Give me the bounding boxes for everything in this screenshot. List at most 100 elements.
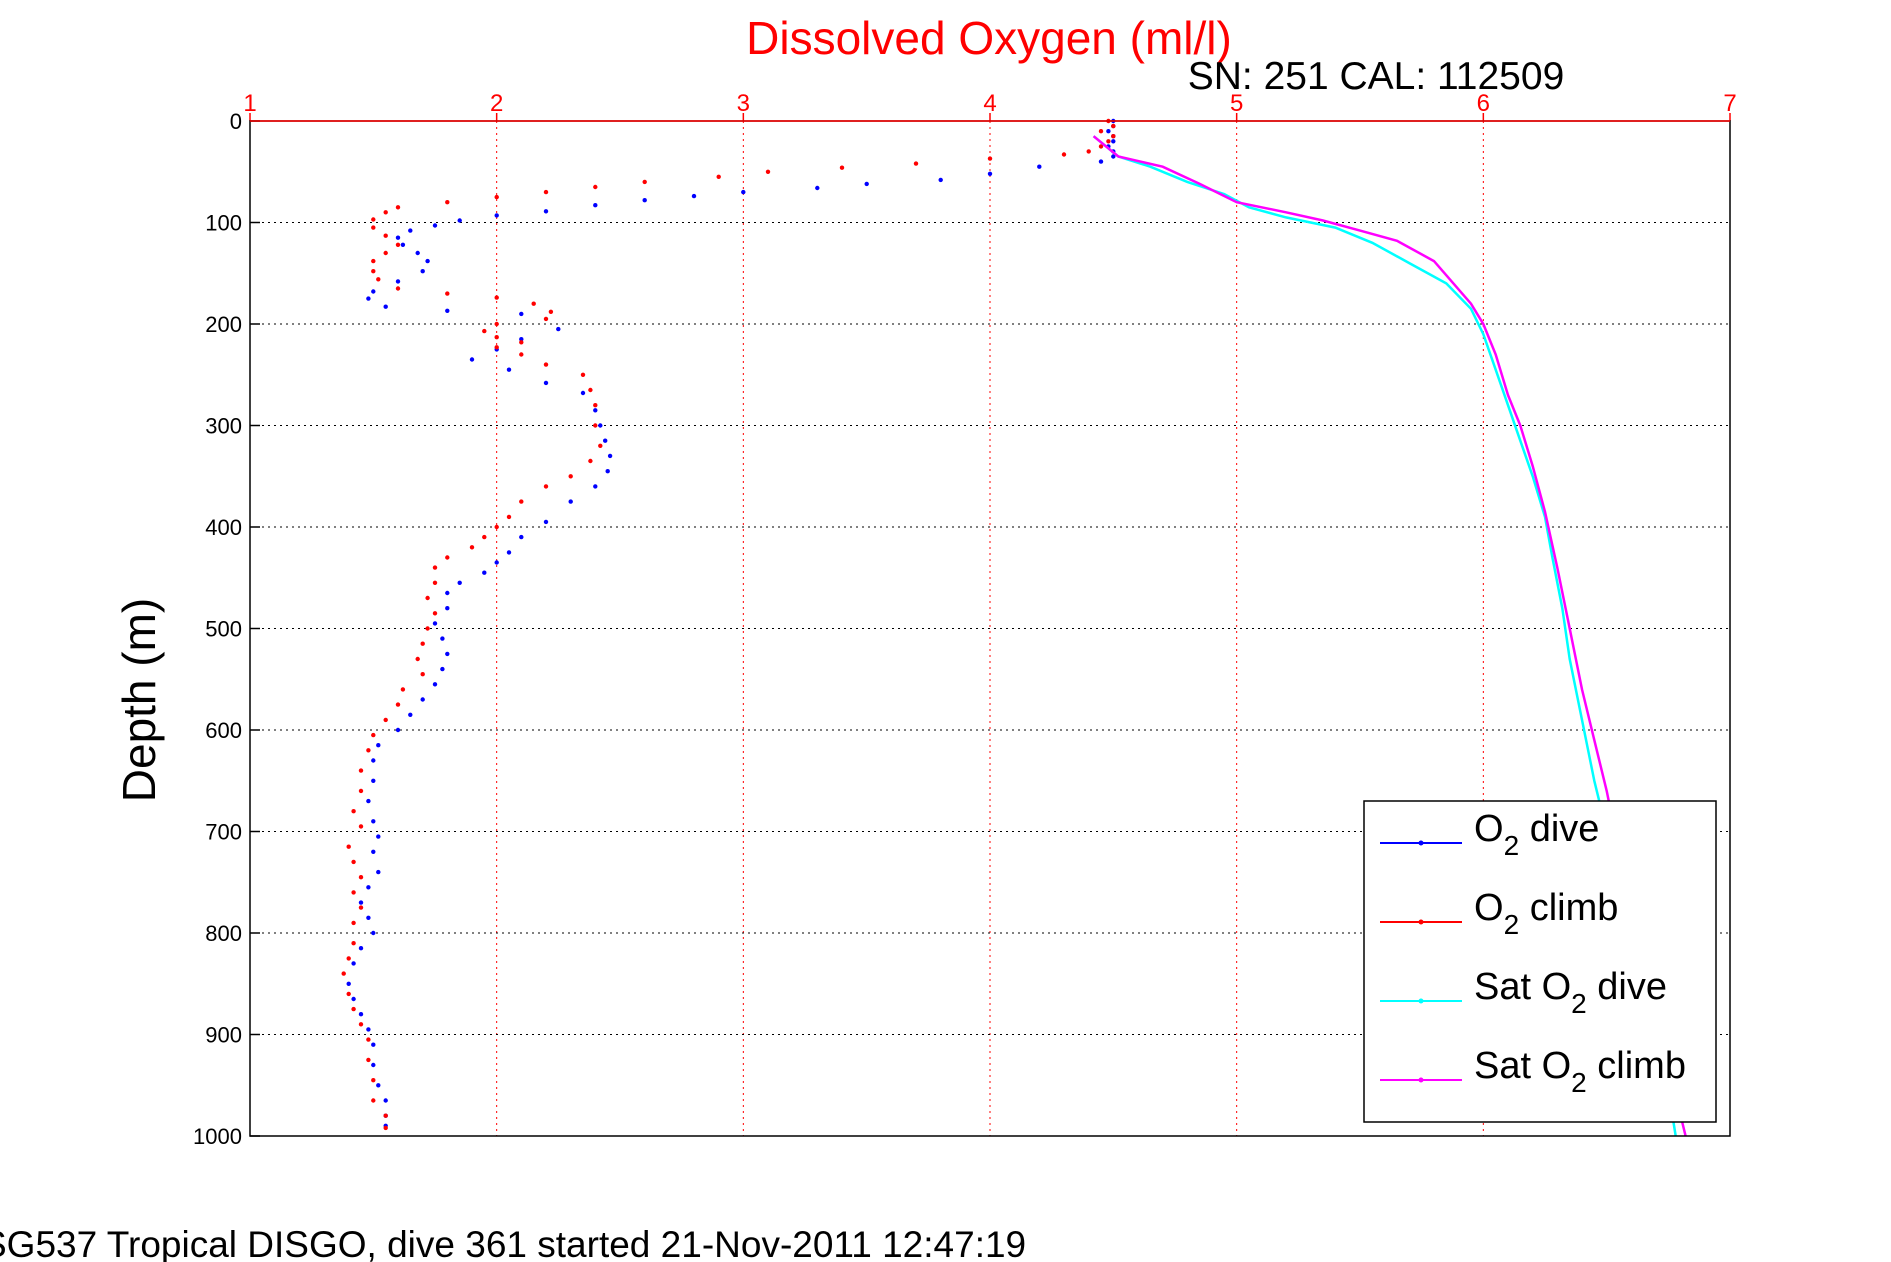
o2-climb-point — [1111, 134, 1116, 139]
o2-climb-point — [445, 291, 450, 296]
o2-climb-point — [913, 161, 919, 166]
o2-climb-point — [371, 225, 376, 230]
o2-climb-point — [358, 824, 364, 829]
o2-climb-point — [1086, 149, 1091, 154]
o2-climb-point — [548, 309, 554, 314]
o2-climb-point — [395, 242, 401, 247]
o2-dive-point — [445, 590, 450, 596]
o2-dive-point — [420, 269, 425, 274]
o2-dive-point — [351, 961, 356, 966]
o2-dive-point — [445, 308, 450, 313]
x-tick-label: 2 — [490, 90, 503, 117]
o2-dive-point — [408, 712, 413, 717]
o2-climb-point — [1106, 139, 1111, 144]
o2-dive-point — [445, 651, 450, 657]
o2-climb-point — [494, 295, 499, 300]
o2-climb-point — [593, 184, 598, 190]
grid-lines — [250, 121, 1730, 1136]
legend-label: Sat O2 dive — [1474, 966, 1667, 1019]
y-tick-label: 600 — [205, 718, 242, 743]
o2-dive-point — [358, 946, 364, 951]
o2-dive-point — [457, 580, 462, 585]
o2-climb-point — [1098, 129, 1104, 134]
legend-swatch-marker — [1418, 1077, 1424, 1083]
o2-climb-point — [351, 941, 356, 946]
o2-dive-point — [568, 499, 573, 504]
y-tick-label: 500 — [205, 617, 242, 642]
o2-dive-point — [395, 235, 401, 240]
y-tick-label: 300 — [205, 414, 242, 439]
o2-climb-point — [346, 956, 351, 961]
o2-dive-point — [556, 326, 561, 332]
o2-climb-point — [366, 1057, 371, 1063]
chart-caption: SG537 Tropical DISGO, dive 361 started 2… — [0, 1224, 1026, 1262]
o2-climb-point — [482, 328, 487, 334]
o2-dive-point — [383, 304, 388, 309]
o2-climb-point — [519, 499, 524, 504]
legend-swatch-marker — [1418, 919, 1424, 925]
o2-dive-point — [346, 981, 351, 986]
series-o2-dive — [346, 118, 1116, 1129]
o2-climb-point — [598, 443, 603, 448]
o2-climb-point — [346, 844, 351, 849]
o2-climb-point — [531, 301, 536, 306]
o2-climb-point — [1111, 123, 1116, 129]
legend-box — [1363, 800, 1717, 1123]
o2-dive-point — [415, 250, 420, 256]
o2-climb-point — [351, 859, 356, 865]
o2-dive-point — [366, 915, 371, 920]
legend-swatch-marker — [1418, 840, 1424, 846]
o2-dive-point — [366, 296, 371, 301]
o2-dive-point — [445, 606, 450, 611]
o2-climb-point — [543, 484, 549, 489]
o2-dive-point — [1037, 164, 1042, 169]
o2-climb-point — [358, 788, 364, 794]
o2-dive-point — [376, 834, 381, 839]
o2-dive-point — [938, 177, 943, 183]
o2-climb-point — [366, 1037, 371, 1042]
o2-dive-point — [603, 438, 608, 443]
o2-climb-point — [371, 1078, 376, 1083]
o2-climb-point — [506, 514, 512, 520]
o2-climb-point — [358, 875, 364, 880]
o2-dive-point — [593, 203, 598, 208]
y-tick-labels: 0 100 200 300 400 500 600 700 800 900 1000 — [193, 109, 260, 1149]
o2-dive-point — [543, 380, 549, 386]
o2-climb-point — [494, 345, 499, 350]
o2-climb-point — [580, 372, 586, 377]
o2-climb-point — [494, 194, 499, 200]
o2-dive-point — [408, 228, 413, 233]
y-tick-label: 0 — [230, 109, 242, 134]
o2-dive-point — [376, 1083, 381, 1088]
o2-climb-point — [358, 1022, 364, 1027]
o2-dive-point — [519, 311, 524, 317]
o2-climb-point — [593, 423, 598, 428]
o2-dive-point — [506, 367, 512, 372]
o2-climb-point — [395, 205, 401, 210]
o2-climb-point — [371, 269, 376, 274]
o2-climb-point — [420, 672, 425, 677]
o2-climb-point — [425, 595, 430, 601]
o2-climb-point — [383, 1113, 388, 1118]
o2-dive-point — [605, 469, 610, 474]
o2-dive-point — [519, 337, 524, 342]
legend-label: Sat O2 climb — [1474, 1045, 1686, 1098]
o2-dive-point — [864, 181, 869, 187]
o2-dive-point — [371, 930, 376, 936]
o2-climb-point — [395, 702, 401, 707]
o2-dive-point — [1111, 154, 1116, 159]
o2-dive-point — [440, 666, 445, 672]
o2-dive-point — [366, 798, 371, 804]
chart-subtitle: SN: 251 CAL: 112509 — [1188, 55, 1565, 98]
o2-climb-point — [351, 890, 356, 895]
o2-dive-point — [395, 279, 401, 284]
o2-dive-point — [371, 289, 376, 294]
o2-climb-point — [765, 169, 771, 174]
chart-title: Dissolved Oxygen (ml/l) — [746, 12, 1232, 64]
o2-dive-point — [815, 185, 820, 191]
o2-climb-point — [716, 174, 721, 179]
o2-dive-point — [366, 885, 371, 890]
legend-label: O2 climb — [1474, 887, 1618, 940]
o2-climb-point — [593, 403, 598, 408]
